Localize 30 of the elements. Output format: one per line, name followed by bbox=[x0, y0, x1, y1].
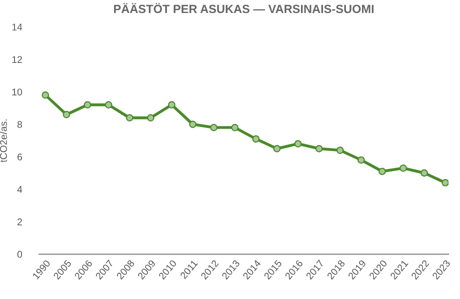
y-tick-label: 0 bbox=[17, 250, 22, 258]
point bbox=[168, 101, 176, 108]
point bbox=[357, 156, 365, 164]
y-tick-label: 2 bbox=[18, 218, 22, 226]
point bbox=[442, 179, 448, 186]
y-axis-title: tCO2e/as. bbox=[0, 120, 7, 162]
point bbox=[273, 144, 281, 152]
y-tick-label: 8 bbox=[17, 121, 22, 128]
point bbox=[400, 164, 407, 172]
y-tick-label: 6 bbox=[18, 153, 22, 160]
point bbox=[146, 114, 154, 122]
point bbox=[42, 91, 50, 99]
point bbox=[252, 135, 260, 143]
point bbox=[231, 124, 239, 132]
y-tick-label: 4 bbox=[17, 186, 22, 193]
point bbox=[420, 169, 428, 177]
point bbox=[315, 144, 323, 152]
point bbox=[126, 114, 134, 122]
point bbox=[210, 124, 218, 132]
point bbox=[189, 120, 196, 128]
y-tick-label: 12 bbox=[12, 56, 22, 63]
chart-title: PÄÄSTÖT PER ASUKAS — VARSINAIS-SUOMI bbox=[114, 2, 374, 14]
point bbox=[62, 110, 70, 118]
point bbox=[336, 146, 344, 154]
point bbox=[84, 101, 92, 108]
point bbox=[294, 140, 302, 148]
y-tick-label: 14 bbox=[12, 24, 22, 30]
y-tick-label: 10 bbox=[12, 88, 22, 96]
point bbox=[104, 101, 112, 108]
point bbox=[378, 168, 386, 176]
